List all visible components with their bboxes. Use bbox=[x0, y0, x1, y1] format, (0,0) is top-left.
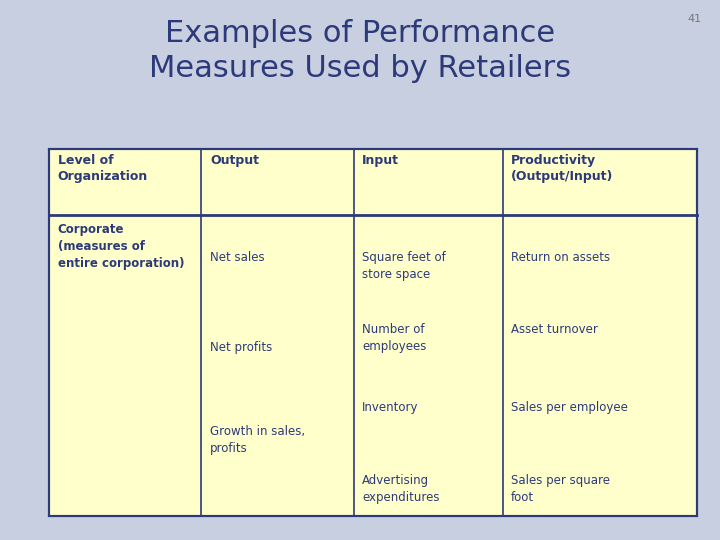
Text: Net profits: Net profits bbox=[210, 341, 272, 354]
Text: Net sales: Net sales bbox=[210, 251, 264, 264]
Text: Level of
Organization: Level of Organization bbox=[58, 154, 148, 183]
Text: Output: Output bbox=[210, 154, 259, 167]
Text: Corporate
(measures of
entire corporation): Corporate (measures of entire corporatio… bbox=[58, 222, 184, 269]
Text: Advertising
expenditures: Advertising expenditures bbox=[362, 474, 440, 503]
Text: Examples of Performance
Measures Used by Retailers: Examples of Performance Measures Used by… bbox=[149, 19, 571, 83]
Text: Productivity
(Output/Input): Productivity (Output/Input) bbox=[511, 154, 613, 183]
Text: Square feet of
store space: Square feet of store space bbox=[362, 251, 446, 281]
Text: Input: Input bbox=[362, 154, 399, 167]
Text: Growth in sales,
profits: Growth in sales, profits bbox=[210, 426, 305, 455]
Text: Return on assets: Return on assets bbox=[511, 251, 611, 264]
FancyBboxPatch shape bbox=[49, 148, 697, 516]
Text: Sales per square
foot: Sales per square foot bbox=[511, 474, 611, 503]
Text: Inventory: Inventory bbox=[362, 401, 418, 414]
Text: 41: 41 bbox=[688, 14, 702, 24]
Text: Asset turnover: Asset turnover bbox=[511, 323, 598, 336]
Text: Sales per employee: Sales per employee bbox=[511, 401, 628, 414]
Text: Number of
employees: Number of employees bbox=[362, 323, 426, 353]
